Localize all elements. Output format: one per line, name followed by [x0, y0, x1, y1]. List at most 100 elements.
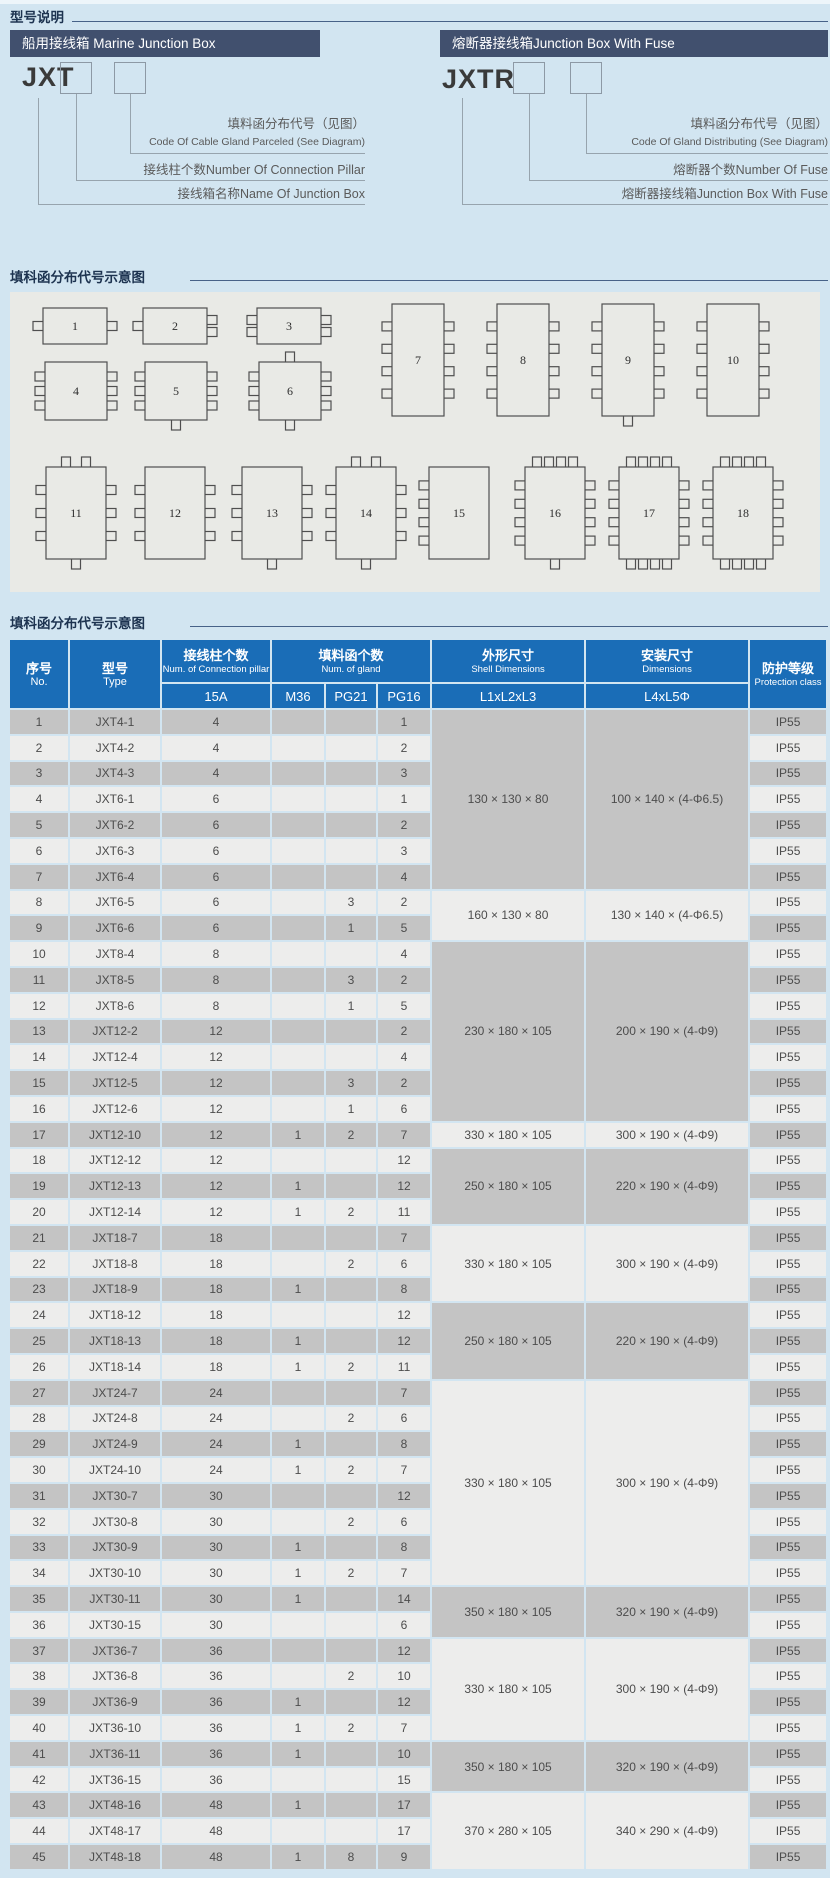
cell-m36	[272, 761, 324, 786]
gland-box-number: 7	[415, 353, 421, 367]
cell-m36	[272, 1483, 324, 1508]
cell-m36	[272, 993, 324, 1018]
cell-15a: 36	[162, 1741, 270, 1766]
cell-15a: 18	[162, 1329, 270, 1353]
cell-no: 39	[10, 1690, 68, 1715]
cell-type: JXT12-6	[70, 1096, 160, 1121]
cell-15a: 18	[162, 1251, 270, 1276]
cell-m36: 1	[272, 1561, 324, 1586]
cell-mount-dimensions: 300 × 190 × (4-Φ9)	[586, 1225, 749, 1302]
cell-m36: 1	[272, 1122, 324, 1147]
gland-box-number: 1	[72, 319, 78, 333]
label-gland-code-en-r: Code Of Gland Distributing (See Diagram)	[631, 136, 828, 148]
cell-mount-dimensions: 300 × 190 × (4-Φ9)	[586, 1638, 749, 1740]
gland-box-number: 4	[73, 384, 79, 398]
spec-table: 序号 No. 型号 Type 接线柱个数 Num. of Connection …	[8, 638, 828, 1871]
code-box-fuse	[513, 62, 545, 94]
cell-pg21: 2	[326, 1354, 376, 1379]
cell-pg16: 7	[378, 1458, 431, 1482]
cell-no: 24	[10, 1303, 68, 1328]
cell-mount-dimensions: 300 × 190 × (4-Φ9)	[586, 1122, 749, 1147]
table-row: 43 JXT48-16 48 1 17 370 × 280 × 105 340 × 290 …	[10, 1793, 827, 1869]
cell-shell-dimensions: 130 × 130 × 80	[432, 710, 585, 889]
cell-no: 44	[10, 1819, 68, 1844]
spec-table-body: 1 JXT4-1 4 1 130 × 130 × 80 100 × 140 × (4-Φ6…	[10, 710, 827, 1869]
connector-line	[76, 94, 77, 180]
table-row: 25 JXT18-13 18 1 12 IP55	[10, 1329, 827, 1353]
cell-pg16: 7	[378, 1380, 431, 1405]
cell-shell-dimensions: 350 × 180 × 105	[432, 1741, 585, 1792]
cell-no: 21	[10, 1225, 68, 1250]
gland-box-number: 15	[453, 506, 465, 520]
cell-protection-class: IP55	[750, 1819, 827, 1844]
gland-box-diagram-2: 2	[132, 307, 218, 345]
cell-m36: 1	[272, 1741, 324, 1766]
cell-pg16: 12	[378, 1483, 431, 1508]
label-pillar-count: 接线柱个数Number Of Connection Pillar	[143, 163, 365, 177]
table-row: 18 JXT12-12 12 12 250 × 180 × 105 220 × 190 ×…	[10, 1148, 827, 1224]
cell-pg16: 2	[378, 1019, 431, 1044]
cell-15a: 6	[162, 864, 270, 889]
cell-type: JXT4-2	[70, 735, 160, 760]
cell-protection-class: IP55	[750, 1071, 827, 1095]
cell-protection-class: IP55	[750, 1045, 827, 1070]
cell-15a: 36	[162, 1664, 270, 1689]
gland-box-diagram-3: 3	[246, 307, 332, 345]
cell-15a: 24	[162, 1406, 270, 1431]
cell-15a: 12	[162, 1200, 270, 1224]
cell-no: 1	[10, 710, 68, 734]
cell-shell-dimensions: 350 × 180 × 105	[432, 1587, 585, 1637]
cell-m36	[272, 967, 324, 992]
cell-no: 4	[10, 787, 68, 812]
cell-protection-class: IP55	[750, 1148, 827, 1173]
cell-protection-class: IP55	[750, 1587, 827, 1611]
section-heading-diagram: 填科函分布代号示意图	[10, 270, 145, 285]
label-gland-code-zh: 填料函分布代号（见图）	[227, 117, 365, 131]
cell-pg21	[326, 1432, 376, 1457]
cell-pg16: 17	[378, 1793, 431, 1818]
table-row: 14 JXT12-4 12 4 IP55	[10, 1045, 827, 1070]
cell-15a: 18	[162, 1225, 270, 1250]
code-box-gland	[114, 62, 146, 94]
cell-protection-class: IP55	[750, 1354, 827, 1379]
cell-no: 45	[10, 1845, 68, 1869]
cell-pg16: 11	[378, 1354, 431, 1379]
cell-type: JXT6-5	[70, 890, 160, 915]
cell-pg21: 2	[326, 1664, 376, 1689]
cell-shell-dimensions: 250 × 180 × 105	[432, 1148, 585, 1224]
gland-box-number: 6	[287, 384, 293, 398]
cell-protection-class: IP55	[750, 1741, 827, 1766]
cell-no: 33	[10, 1535, 68, 1560]
cell-15a: 48	[162, 1793, 270, 1818]
cell-protection-class: IP55	[750, 1225, 827, 1250]
cell-no: 26	[10, 1354, 68, 1379]
col-header-type: 型号 Type	[70, 640, 160, 708]
cell-m36	[272, 1767, 324, 1792]
cell-pg16: 5	[378, 993, 431, 1018]
cell-no: 27	[10, 1380, 68, 1405]
cell-protection-class: IP55	[750, 1793, 827, 1818]
cell-15a: 30	[162, 1535, 270, 1560]
table-row: 37 JXT36-7 36 12 330 × 180 × 105 300 × 190 × …	[10, 1638, 827, 1740]
cell-m36	[272, 1096, 324, 1121]
gland-box-diagram-13: 13	[231, 466, 313, 570]
cell-pg21	[326, 1148, 376, 1173]
gland-box-diagram-17: 17	[608, 456, 690, 570]
table-row: 35 JXT30-11 30 1 14 350 × 180 × 105 320 × 190 …	[10, 1587, 827, 1637]
cell-no: 6	[10, 838, 68, 863]
cell-15a: 48	[162, 1845, 270, 1869]
cell-no: 20	[10, 1200, 68, 1224]
table-row: 13 JXT12-2 12 2 IP55	[10, 1019, 827, 1044]
table-row: 19 JXT12-13 12 1 12 IP55	[10, 1174, 827, 1199]
cell-pg16: 15	[378, 1767, 431, 1792]
cell-protection-class: IP55	[750, 1690, 827, 1715]
cell-type: JXT6-1	[70, 787, 160, 812]
cell-pg16: 4	[378, 942, 431, 966]
table-row: 20 JXT12-14 12 1 2 11 IP55	[10, 1200, 827, 1224]
cell-m36	[272, 1251, 324, 1276]
cell-15a: 8	[162, 942, 270, 966]
cell-pg21	[326, 1587, 376, 1611]
cell-type: JXT4-3	[70, 761, 160, 786]
cell-pg16: 8	[378, 1535, 431, 1560]
model-prefix-jxt: JXT	[22, 62, 75, 92]
